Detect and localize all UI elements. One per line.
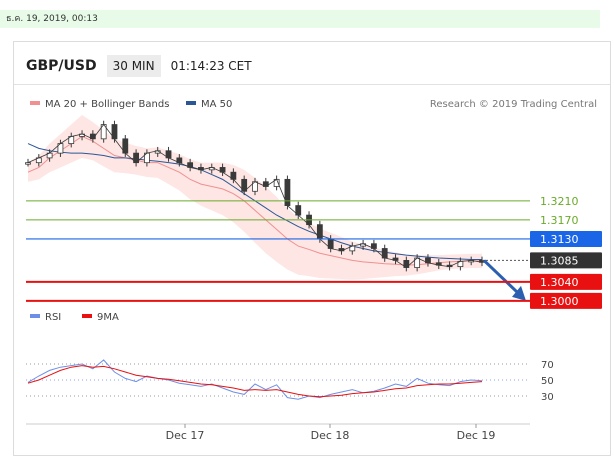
rsi-panel: 70 50 30 — [26, 359, 554, 403]
level-tag-1.3130 — [530, 230, 602, 247]
current-price-label: 1.3085 — [540, 254, 579, 267]
forecast-arrow-head — [512, 285, 526, 301]
chart-header: GBP/USD 30 MIN 01:14:23 CET — [14, 53, 252, 79]
x-tick-label: Dec 19 — [457, 429, 496, 442]
price-chart — [25, 115, 526, 301]
bollinger-band-area — [28, 115, 482, 280]
rsi-tick-30: 30 — [541, 392, 554, 403]
level-tag-1.3000 — [530, 292, 602, 309]
time-label: 01:14:23 CET — [170, 59, 252, 73]
forecast-arrow-shaft — [482, 259, 520, 295]
date-bar: ธ.ค. 19, 2019, 00:13 — [0, 10, 600, 28]
timeframe-badge[interactable]: 30 MIN — [106, 55, 161, 77]
bb-legend-label: MA 20 + Bollinger Bands — [45, 99, 169, 110]
ma50-legend-swatch — [186, 101, 196, 105]
x-axis: Dec 17 Dec 18 Dec 19 — [166, 424, 496, 442]
level-label-1.3170: 1.3170 — [540, 214, 579, 227]
rsi-tick-50: 50 — [541, 376, 554, 387]
rsi-tick-70: 70 — [541, 360, 554, 371]
level-label-1.3000: 1.3000 — [540, 295, 579, 308]
level-label-1.3210: 1.3210 — [540, 195, 579, 208]
rsi-ma-legend-swatch — [82, 314, 92, 318]
x-tick-label: Dec 17 — [166, 429, 205, 442]
price-levels: 1.3210 1.3170 1.3130 1.3085 1.3040 1.3000 — [26, 195, 602, 309]
rsi-legend-swatch — [30, 314, 40, 318]
rsi-ma-line — [27, 365, 483, 398]
rsi-line — [27, 359, 483, 400]
header-divider — [14, 84, 610, 85]
x-tick-label: Dec 18 — [311, 429, 350, 442]
rsi-legend-label: RSI — [45, 312, 61, 323]
symbol-label: GBP/USD — [26, 58, 97, 74]
level-label-1.3040: 1.3040 — [540, 276, 579, 289]
bb-legend-swatch — [30, 101, 40, 105]
level-tag-1.3040 — [530, 273, 602, 290]
level-label-1.3130: 1.3130 — [540, 233, 579, 246]
ma50-legend-label: MA 50 — [201, 99, 232, 110]
candle-body — [25, 162, 31, 165]
price-close-line — [27, 123, 483, 269]
rsi-ma-legend-label: 9MA — [97, 312, 119, 323]
current-price-tag — [530, 252, 602, 269]
credit-label: Research © 2019 Trading Central — [430, 99, 597, 110]
